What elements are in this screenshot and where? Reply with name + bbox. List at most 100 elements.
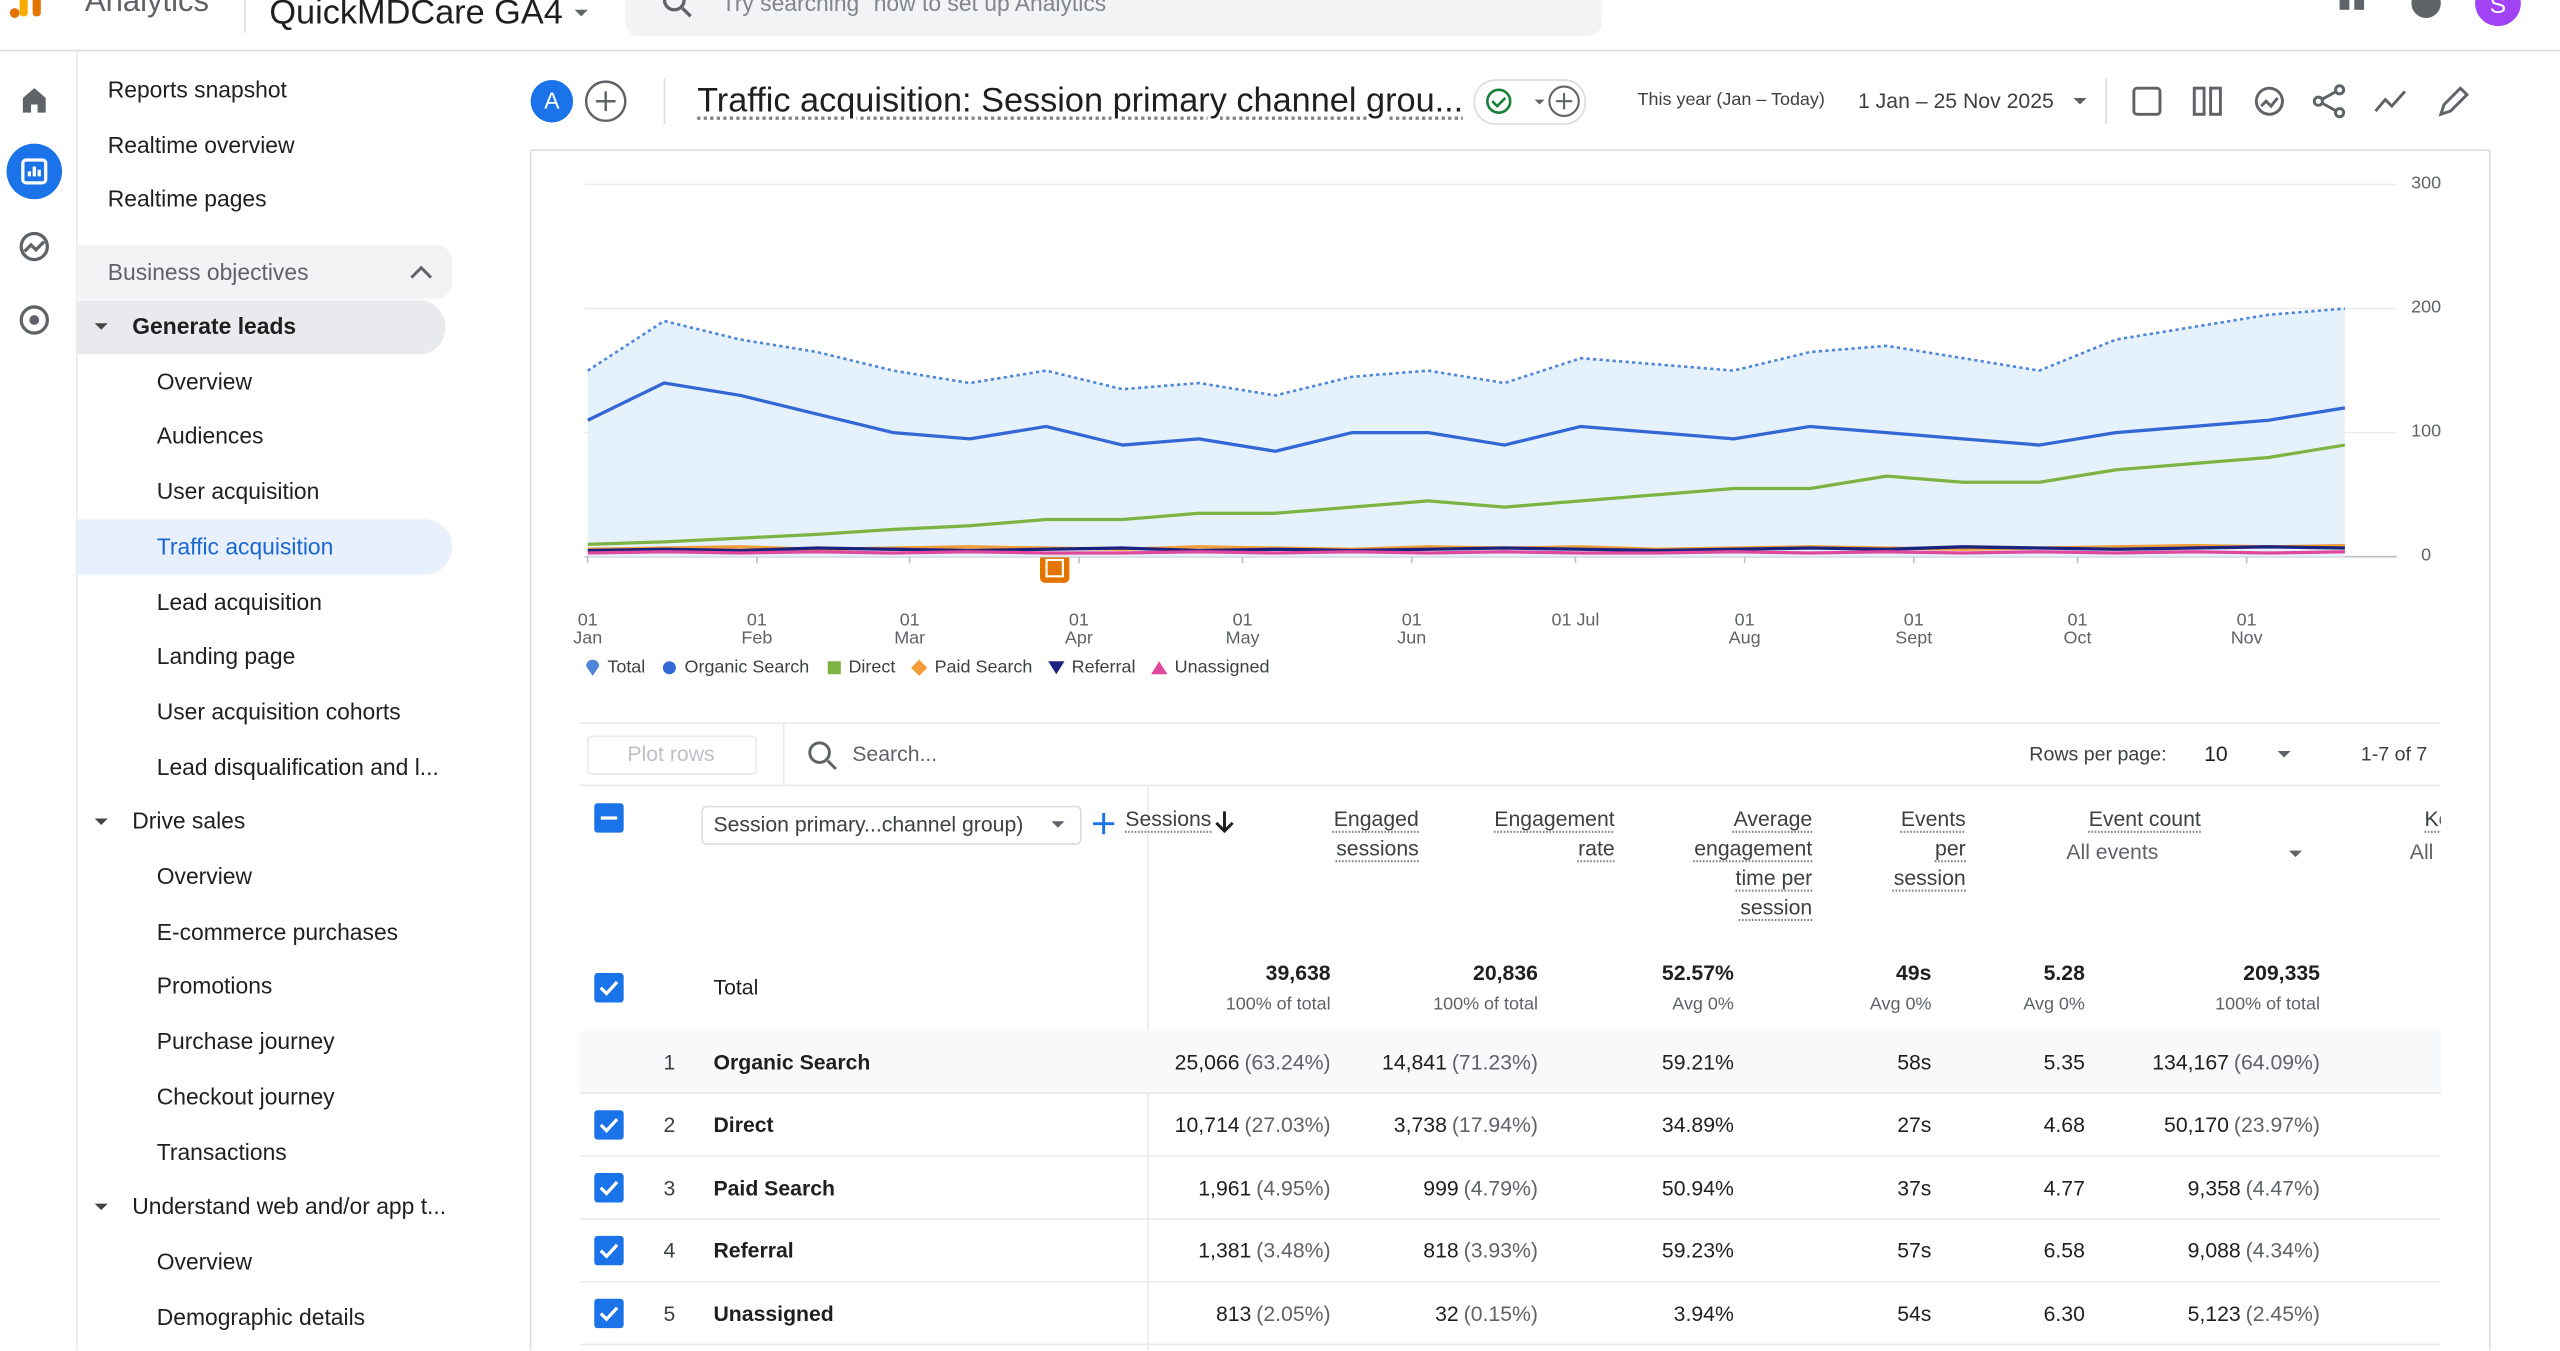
cell-share: (4.95%): [1256, 1175, 1331, 1200]
total-value: 49s: [1895, 960, 1932, 985]
comparison-chip[interactable]: A: [544, 87, 560, 114]
nav-item[interactable]: Realtime pages: [107, 186, 267, 213]
cell-value: 14,841: [1382, 1049, 1447, 1074]
table-header: Sessions Engaged sessions Engagement rate A…: [1125, 806, 2441, 920]
nav-item[interactable]: Overview: [156, 1248, 253, 1275]
cell: 3,738 (17.94%): [1394, 1112, 1538, 1137]
legend-marker: [663, 661, 677, 675]
nav-item[interactable]: Realtime overview: [107, 131, 295, 158]
nav-section[interactable]: Business objectives: [107, 258, 309, 286]
cell-value: 134,167: [2152, 1049, 2229, 1074]
nav-group[interactable]: Generate leads: [132, 312, 297, 339]
pagination: 1-7 of 7: [2360, 742, 2428, 766]
column-header[interactable]: Average engagement time per session: [1694, 806, 1813, 920]
total-value: 39,638: [1265, 960, 1331, 985]
nav-item[interactable]: Overview: [156, 863, 253, 890]
cell-value: 32: [1435, 1300, 1459, 1326]
cell: 6.30: [2044, 1301, 2085, 1326]
column-header[interactable]: Event count: [2088, 806, 2201, 832]
rows-per-page[interactable]: 10: [2204, 741, 2228, 767]
nav-item[interactable]: User acquisition: [156, 477, 320, 504]
cell-value: 4.77: [2043, 1175, 2085, 1200]
nav-item[interactable]: Reports snapshot: [107, 76, 287, 103]
x-tick-label: 01 May: [1225, 610, 1260, 649]
row-rank: 3: [663, 1175, 676, 1200]
nav-item[interactable]: Audiences: [156, 422, 264, 449]
legend-item[interactable]: Referral: [1048, 657, 1136, 678]
cell: 9,088 (4.34%): [2188, 1238, 2320, 1263]
cell-value: 59.23%: [1661, 1237, 1734, 1263]
cell-value: 1,381: [1198, 1237, 1252, 1263]
cell: 50.94%: [1662, 1175, 1734, 1200]
cell: 5.35: [2044, 1049, 2085, 1074]
legend-shape: [1151, 661, 1169, 675]
plot-rows-button[interactable]: Plot rows: [627, 741, 715, 767]
total-share: Avg 0%: [1869, 994, 1932, 1015]
cell: 4.77: [2044, 1175, 2085, 1200]
column-header[interactable]: Engagement rate: [1494, 806, 1615, 861]
channel-name[interactable]: Unassigned: [713, 1300, 834, 1326]
column-header[interactable]: Events per session: [1893, 806, 1966, 890]
nav-item[interactable]: Promotions: [156, 973, 273, 1000]
nav-item[interactable]: Purchase journey: [156, 1028, 335, 1055]
nav-group[interactable]: Drive sales: [132, 807, 246, 835]
table-search[interactable]: Search...: [852, 741, 938, 767]
cell: 59.21%: [1662, 1049, 1734, 1074]
x-tick-label: 01 Nov: [2230, 610, 2263, 649]
legend-item[interactable]: Organic Search: [662, 658, 809, 678]
legend-item[interactable]: Total: [584, 658, 645, 678]
nav-group[interactable]: Understand web and/or app t...: [132, 1193, 447, 1220]
cell: 25,066 (63.24%): [1175, 1049, 1331, 1074]
cell-value: 5.35: [2043, 1049, 2085, 1074]
legend-item[interactable]: Paid Search: [911, 658, 1032, 678]
cell-value: 50.94%: [1661, 1175, 1734, 1200]
date-range[interactable]: 1 Jan – 25 Nov 2025: [1857, 88, 2054, 113]
nav-item[interactable]: Lead acquisition: [156, 587, 322, 615]
x-tick-label: 01 Sept: [1895, 610, 1933, 649]
nav-item[interactable]: Overview: [156, 367, 253, 394]
cell: 59.23%: [1662, 1238, 1734, 1263]
legend-item[interactable]: Direct: [826, 658, 895, 678]
cell-share: (23.97%): [2233, 1112, 2320, 1137]
nav-item[interactable]: Checkout journey: [156, 1083, 335, 1110]
nav-item[interactable]: Transactions: [156, 1138, 287, 1165]
nav-item[interactable]: Traffic acquisition: [156, 532, 334, 560]
cell-value: 3.94%: [1673, 1300, 1734, 1326]
x-tick-label: 01 Jul: [1551, 610, 1600, 631]
column-filter[interactable]: All events: [2066, 839, 2159, 865]
search-input[interactable]: Try searching "how to set up Analytics": [721, 0, 1115, 16]
cell: 3.94%: [1674, 1301, 1734, 1326]
nav-item[interactable]: Landing page: [156, 642, 296, 670]
column-header[interactable]: Sessions: [1125, 806, 1212, 832]
cell-value: 37s: [1897, 1175, 1932, 1200]
cell-value: 999: [1423, 1175, 1459, 1200]
property-name[interactable]: QuickMDCare GA4: [269, 0, 563, 32]
nav-item[interactable]: Demographic details: [156, 1303, 366, 1330]
legend-label: Referral: [1071, 657, 1136, 678]
cell-share: (3.48%): [1256, 1237, 1331, 1263]
legend-shape: [586, 659, 600, 676]
row-rank: 4: [663, 1237, 676, 1263]
legend-item[interactable]: Unassigned: [1151, 658, 1270, 678]
avatar[interactable]: S: [2489, 0, 2507, 20]
cell: 27s: [1897, 1112, 1931, 1137]
channel-name[interactable]: Paid Search: [713, 1175, 835, 1200]
total-share: Avg 0%: [2023, 994, 2085, 1015]
channel-name[interactable]: Direct: [713, 1112, 774, 1137]
channel-name[interactable]: Organic Search: [713, 1049, 871, 1074]
dimension-select[interactable]: Session primary...channel group): [713, 811, 1024, 837]
x-tick-label: 01 Jun: [1397, 610, 1427, 649]
legend-marker: [1151, 661, 1169, 675]
legend-shape: [827, 661, 841, 675]
cell-share: (4.34%): [2245, 1237, 2320, 1263]
channel-name[interactable]: Referral: [713, 1237, 794, 1263]
cell: 818 (3.93%): [1423, 1238, 1538, 1263]
date-preset[interactable]: This year (Jan – Today): [1637, 90, 1825, 111]
column-filter: All: [2409, 839, 2434, 865]
nav-item[interactable]: E-commerce purchases: [156, 918, 399, 945]
column-header[interactable]: Engaged sessions: [1333, 806, 1419, 861]
total-value: 20,836: [1473, 960, 1538, 985]
nav-item[interactable]: Lead disqualification and l...: [156, 752, 439, 780]
nav-item[interactable]: User acquisition cohorts: [156, 697, 401, 725]
